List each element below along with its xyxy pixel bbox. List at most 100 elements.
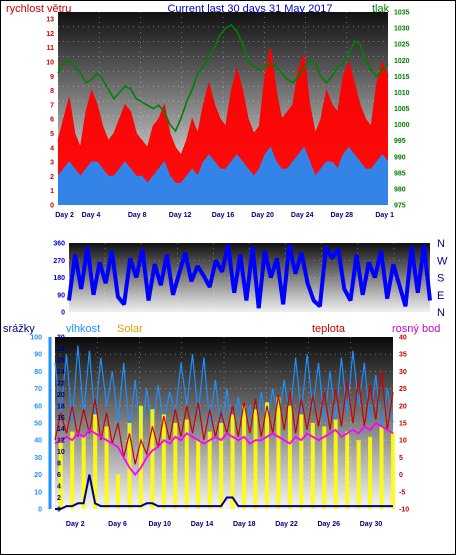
solar-bar bbox=[368, 436, 373, 509]
humidity-tick-label: 100 bbox=[30, 335, 42, 342]
wind-gust-line bbox=[57, 47, 389, 157]
rain-tick-label: 10 bbox=[57, 449, 65, 456]
wind-speed-tick-label: 13 bbox=[46, 17, 54, 24]
humidity-tick-label: 70 bbox=[34, 386, 42, 393]
dewpoint-line bbox=[54, 421, 394, 477]
wind-speed-tick-label: 12 bbox=[46, 31, 54, 38]
panel3-x-tick-label: Day 2 bbox=[66, 521, 85, 528]
wind-speed-tick-label: 7 bbox=[50, 102, 54, 109]
pressure-tick-label: 980 bbox=[394, 186, 406, 193]
humidity-tick-label: 20 bbox=[34, 472, 42, 479]
solar-bar bbox=[276, 397, 281, 509]
solar-bar bbox=[322, 426, 327, 509]
wind-speed-tick-label: 9 bbox=[50, 74, 54, 81]
panel3-x-tick-label: Day 30 bbox=[360, 521, 383, 528]
pressure-tick-label: 1035 bbox=[394, 10, 410, 17]
temperature-tick-label: -5 bbox=[399, 489, 405, 496]
solar-bar bbox=[196, 440, 201, 509]
pressure-tick-label: 1010 bbox=[394, 90, 410, 97]
temperature-tick-label: 10 bbox=[399, 438, 407, 445]
wind-average-area bbox=[58, 147, 388, 205]
rain-tick-label: 14 bbox=[57, 426, 65, 433]
panel3-x-tick-label: Day 10 bbox=[148, 521, 171, 528]
solar-bar bbox=[379, 426, 384, 509]
solar-bar bbox=[81, 436, 86, 509]
wind-speed-tick-label: 5 bbox=[50, 131, 54, 138]
solar-bar bbox=[161, 414, 166, 509]
rain-tick-label: 12 bbox=[57, 438, 65, 445]
solar-bar bbox=[391, 431, 395, 509]
humidity-label: vlhkost bbox=[66, 323, 100, 335]
pressure-tick-label: 1020 bbox=[394, 58, 410, 65]
temperature-tick-label: 30 bbox=[399, 369, 407, 376]
compass-label: S bbox=[437, 273, 444, 285]
rain-tick-label: 30 bbox=[57, 335, 65, 342]
panel3-x-tick-label: Day 6 bbox=[108, 521, 127, 528]
compass-label: N bbox=[437, 238, 445, 250]
temperature-line bbox=[54, 371, 394, 465]
rain-tick-label: 4 bbox=[57, 484, 61, 491]
temperature-tick-label: 25 bbox=[399, 386, 407, 393]
solar-bar bbox=[333, 419, 338, 509]
direction-tick-label: 360 bbox=[53, 241, 65, 248]
panel1-x-tick-label: Day 20 bbox=[251, 212, 274, 219]
pressure-tick-label: 1025 bbox=[394, 42, 410, 49]
pressure-tick-label: 985 bbox=[394, 170, 406, 177]
solar-bar bbox=[264, 402, 269, 509]
temperature-tick-label: 20 bbox=[399, 403, 407, 410]
rain-tick-label: 0 bbox=[57, 507, 61, 514]
rain-tick-label: 28 bbox=[57, 346, 65, 353]
rain-tick-label: 18 bbox=[57, 403, 65, 410]
pressure-tick-label: 1030 bbox=[394, 26, 410, 33]
direction-tick-label: 180 bbox=[53, 275, 65, 282]
rain-tick-label: 2 bbox=[57, 495, 61, 502]
wind-speed-tick-label: 6 bbox=[50, 117, 54, 124]
solar-bar bbox=[287, 405, 292, 509]
wind-speed-tick-label: 2 bbox=[50, 174, 54, 181]
humidity-tick-label: 0 bbox=[38, 507, 42, 514]
wind-speed-tick-label: 0 bbox=[50, 203, 54, 210]
compass-label: N bbox=[437, 307, 445, 319]
humidity-tick-label: 80 bbox=[34, 369, 42, 376]
solar-bar bbox=[299, 414, 304, 509]
pressure-line bbox=[57, 23, 389, 133]
solar-bar bbox=[253, 409, 258, 509]
direction-tick-label: 0 bbox=[61, 310, 65, 317]
panel1-x-tick-label: Day 28 bbox=[331, 212, 354, 219]
solar-bar bbox=[184, 419, 189, 509]
rain-tick-label: 22 bbox=[57, 380, 65, 387]
panel3-x-tick-label: Day 22 bbox=[275, 521, 298, 528]
pressure-axis-label: tlak bbox=[372, 3, 390, 15]
solar-bar bbox=[207, 431, 212, 509]
wind-speed-tick-label: 3 bbox=[50, 160, 54, 167]
rain-line bbox=[55, 474, 393, 510]
humidity-tick-label: 40 bbox=[34, 438, 42, 445]
pressure-tick-label: 1000 bbox=[394, 122, 410, 129]
solar-bar bbox=[310, 423, 315, 509]
wind-speed-tick-label: 1 bbox=[50, 188, 54, 195]
temperature-label: teplota bbox=[312, 323, 346, 335]
solar-label: Solar bbox=[117, 323, 143, 335]
panel1-x-tick-label: Day 1 bbox=[375, 212, 394, 219]
wind-average-line bbox=[57, 146, 389, 185]
wind-speed-tick-label: 11 bbox=[47, 45, 55, 52]
rain-tick-label: 24 bbox=[57, 369, 65, 376]
pressure-tick-label: 990 bbox=[394, 154, 406, 161]
rain-tick-label: 16 bbox=[57, 415, 65, 422]
compass-label: E bbox=[437, 290, 444, 302]
temperature-tick-label: 0 bbox=[399, 472, 403, 479]
solar-bar bbox=[70, 431, 75, 509]
direction-tick-label: 270 bbox=[53, 258, 65, 265]
axis-ticks: 0123456789101112139759809859909951000100… bbox=[30, 10, 448, 529]
temperature-tick-label: 15 bbox=[399, 421, 407, 428]
rain-tick-label: 8 bbox=[57, 461, 61, 468]
panel1-x-tick-label: Day 24 bbox=[291, 212, 314, 219]
dewpoint-label: rosný bod bbox=[392, 323, 440, 335]
temperature-tick-label: 40 bbox=[399, 335, 407, 342]
solar-bar bbox=[104, 426, 109, 509]
humidity-line bbox=[54, 345, 394, 441]
wind-direction-line bbox=[67, 244, 432, 309]
pressure-tick-label: 1005 bbox=[394, 106, 410, 113]
pressure-tick-label: 1015 bbox=[394, 74, 410, 81]
